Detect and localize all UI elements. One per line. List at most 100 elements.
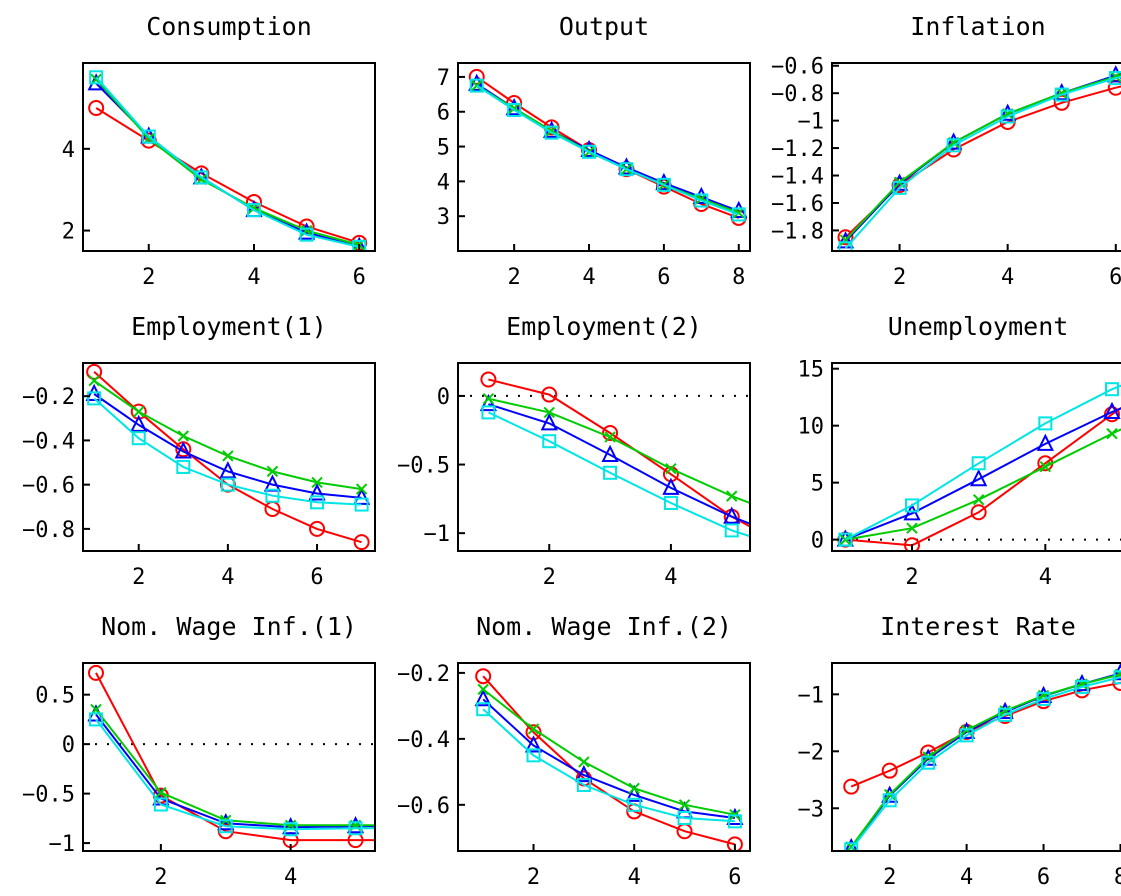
subplot-8: Nom. Wage Inf.(2) 2 4 6 −0.6 −0.4 −0.2 (397, 612, 751, 890)
series-line-square (844, 75, 1121, 249)
y-tick-label: 4 (437, 170, 450, 195)
subplot-title: Nom. Wage Inf.(2) (476, 612, 732, 641)
axes-frame (831, 662, 1121, 852)
x-tick-label: 8 (1114, 865, 1121, 890)
subplot-title: Nom. Wage Inf.(1) (101, 612, 357, 641)
point-square (1075, 679, 1089, 694)
point-square (348, 821, 363, 836)
y-tick-label: −1.4 (771, 165, 824, 190)
point-x (155, 786, 167, 799)
point-square (89, 70, 104, 85)
point-square (218, 819, 233, 834)
point-x (543, 406, 555, 419)
point-circle (413, 833, 427, 847)
y-tick-label: 6 (437, 101, 450, 126)
point-triangle (996, 701, 1014, 719)
point-x (415, 820, 425, 830)
point-square (576, 778, 591, 793)
point-x (266, 465, 279, 478)
point-circle (309, 520, 326, 537)
point-square (1038, 416, 1053, 431)
point-circle (726, 836, 743, 851)
y-tick-label: 2 (62, 220, 75, 245)
point-x (477, 683, 489, 696)
point-circle (602, 424, 619, 441)
point-square (283, 822, 298, 837)
series-line-circle (844, 85, 1121, 239)
point-circle (88, 99, 105, 116)
point-x (311, 476, 323, 489)
point-square (88, 712, 103, 727)
point-x (628, 782, 640, 795)
point-triangle (219, 461, 237, 479)
x-tick-label: 6 (353, 265, 366, 290)
plot-area (85, 363, 371, 551)
axes-frame (831, 362, 1121, 552)
x-tick-label: 4 (664, 565, 677, 590)
point-square (582, 144, 597, 159)
series-line-circle (488, 378, 750, 528)
axes-frame (82, 662, 376, 852)
point-square (1113, 670, 1121, 685)
x-tick-label: 4 (221, 565, 234, 590)
series-line-triangle (93, 393, 362, 499)
point-circle (904, 537, 920, 551)
x-tick-label: 2 (893, 265, 906, 290)
series-line-x (488, 397, 750, 505)
axes-frame (831, 62, 1121, 252)
x-tick-label: 4 (582, 265, 595, 290)
point-square (844, 842, 859, 851)
point-triangle (786, 532, 800, 546)
point-x (578, 756, 590, 768)
point-triangle (540, 413, 558, 431)
x-tick-label: 8 (732, 265, 745, 290)
subplot-title: Interest Rate (880, 612, 1076, 641)
y-tick-label: −1.8 (771, 219, 824, 244)
y-tick-label: −0.8 (22, 518, 75, 543)
point-square (544, 125, 559, 140)
plot-area (87, 664, 427, 849)
y-tick-label: 3 (437, 205, 450, 230)
y-tick-label: −0.2 (22, 385, 75, 410)
point-triangle (601, 444, 619, 462)
point-triangle (474, 689, 492, 707)
series-line-square (850, 676, 1121, 850)
x-tick-label: 4 (284, 865, 297, 890)
series-line-triangle (95, 82, 360, 248)
series-line-circle (95, 672, 375, 842)
point-circle (480, 371, 497, 388)
point-triangle (625, 784, 643, 802)
x-tick-label: 6 (310, 565, 323, 590)
point-square (971, 456, 986, 471)
point-triangle (662, 477, 680, 495)
point-x (726, 490, 738, 502)
point-triangle (130, 414, 148, 432)
point-square (354, 497, 369, 512)
y-tick-label: −1 (49, 832, 76, 857)
y-tick-label: −0.8 (771, 82, 824, 107)
point-triangle (575, 764, 593, 783)
point-square (787, 544, 799, 556)
series-line-x (482, 688, 736, 816)
point-square (603, 465, 618, 480)
point-circle (837, 229, 854, 246)
point-x (355, 483, 368, 495)
point-circle (970, 504, 987, 521)
point-square (141, 129, 156, 144)
y-tick-label: −0.4 (22, 429, 75, 454)
point-square (194, 170, 209, 185)
point-x (1039, 460, 1052, 473)
point-square (176, 459, 191, 474)
point-square (352, 239, 367, 251)
point-x (88, 374, 100, 387)
point-x (133, 405, 145, 418)
point-circle (843, 778, 860, 795)
point-circle (475, 668, 492, 685)
y-tick-label: 7 (437, 66, 450, 91)
point-square (905, 498, 919, 513)
point-x (604, 431, 616, 443)
point-square (414, 822, 426, 834)
y-tick-label: 5 (811, 472, 824, 497)
series-line-square (95, 76, 360, 248)
x-tick-label: 6 (728, 865, 741, 890)
